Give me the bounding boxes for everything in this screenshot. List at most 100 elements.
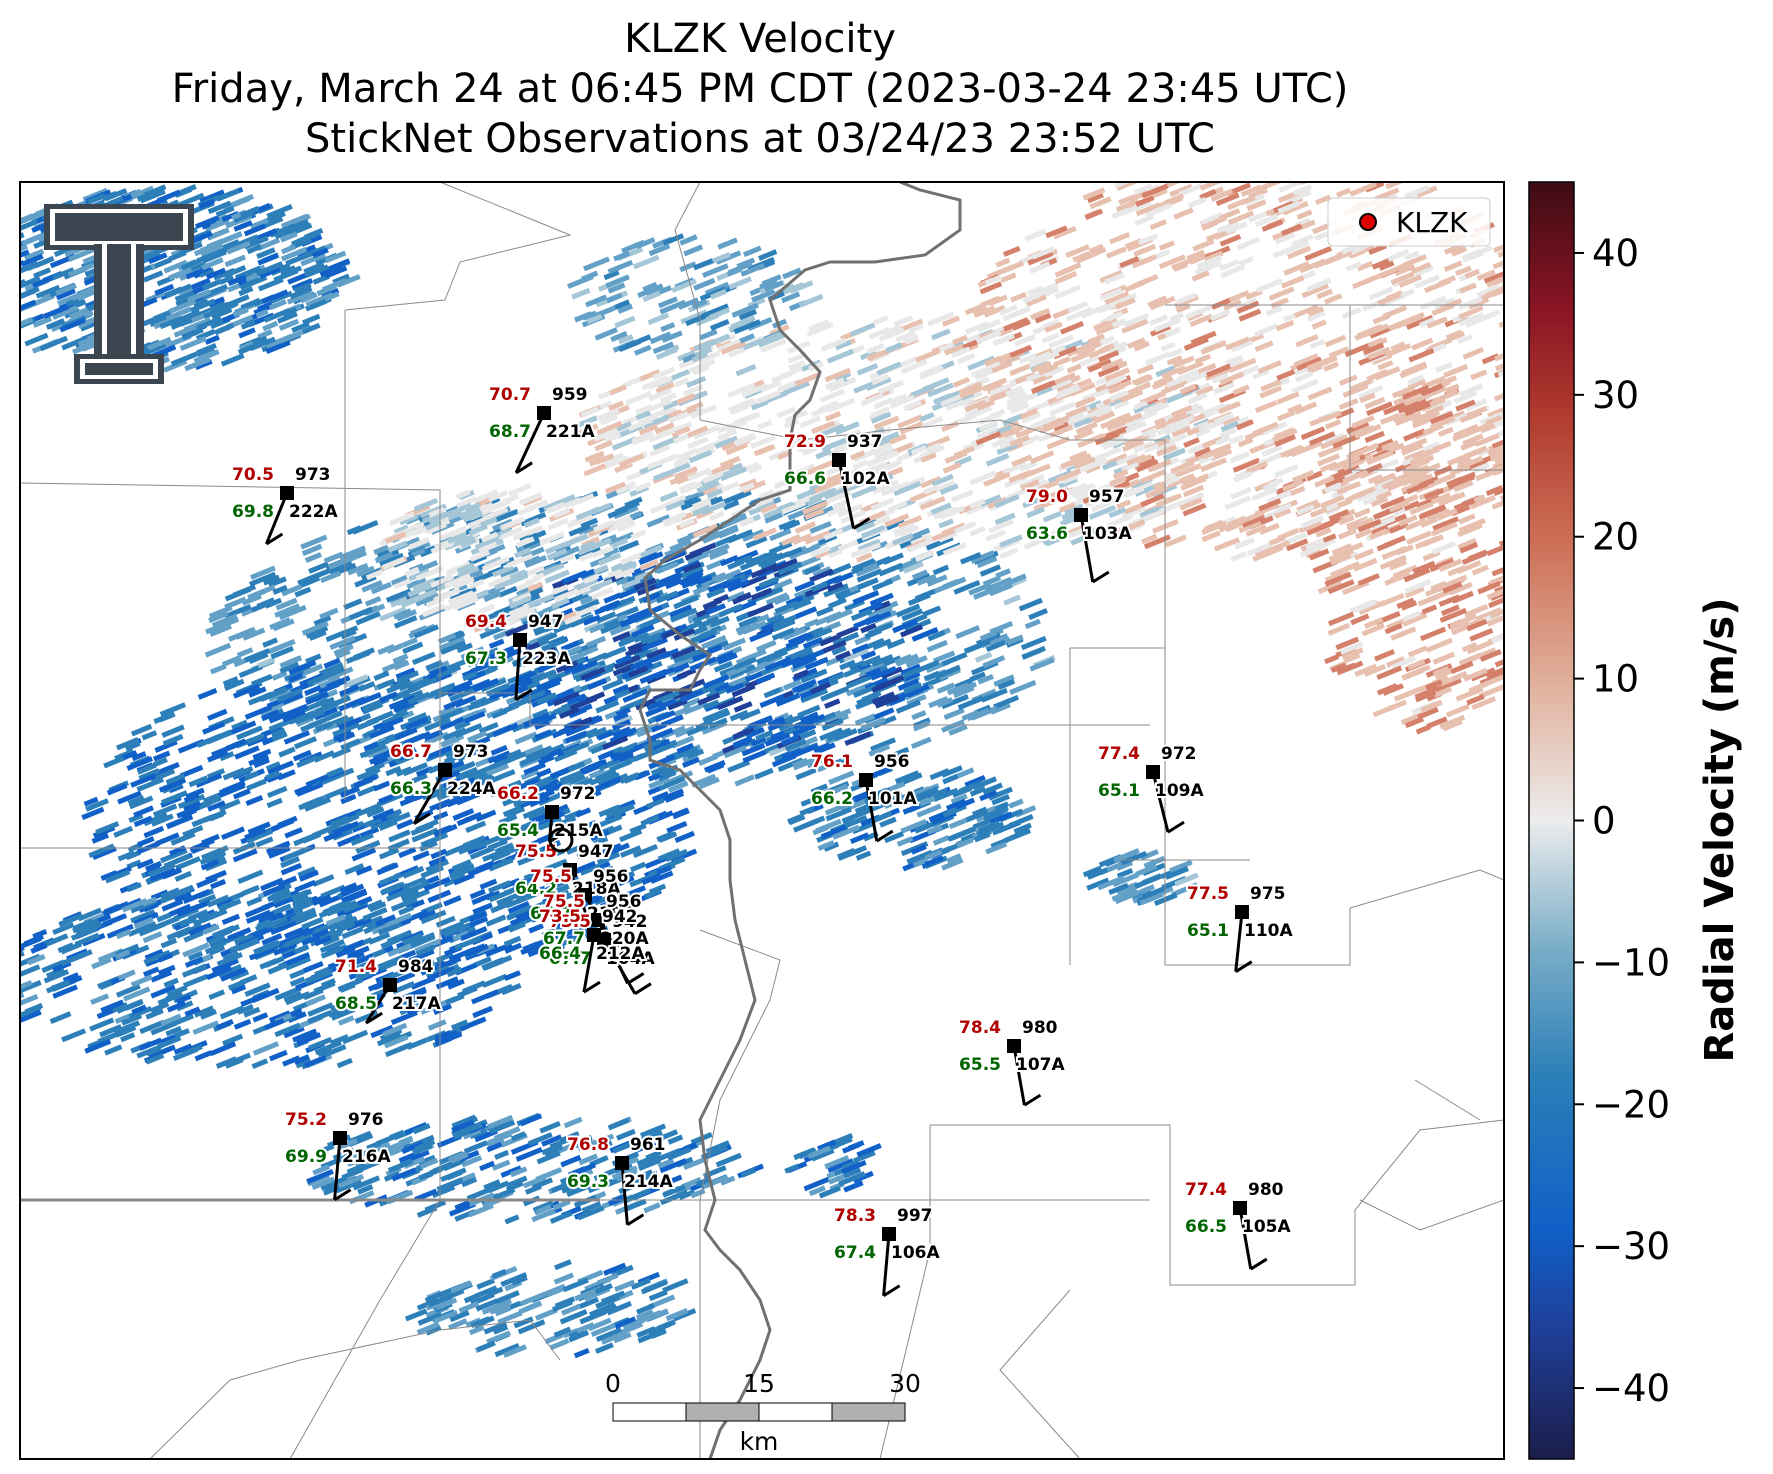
- radar-gate: [951, 489, 974, 503]
- radar-gate: [240, 992, 266, 1007]
- radar-gate: [755, 639, 777, 653]
- radar-gate: [1507, 503, 1531, 517]
- radar-gate: [633, 632, 650, 643]
- radar-gate: [226, 240, 251, 255]
- radar-gate: [1503, 338, 1504, 354]
- radar-gate: [524, 744, 544, 756]
- radar-gate: [184, 356, 211, 372]
- radar-gate: [894, 653, 913, 666]
- radar-gate: [20, 265, 31, 276]
- radar-gate: [523, 555, 541, 567]
- radar-gate: [338, 545, 367, 561]
- radar-gate: [312, 874, 335, 887]
- radar-gate: [327, 555, 355, 570]
- radar-gate: [669, 538, 692, 552]
- radar-gate: [411, 651, 436, 666]
- radar-gate: [257, 656, 276, 669]
- radar-gate: [0, 233, 5, 247]
- radar-gate: [856, 568, 883, 583]
- radar-gate: [104, 1044, 123, 1056]
- radar-gate: [1498, 314, 1504, 329]
- radar-gate: [227, 274, 247, 287]
- radar-gate: [1164, 164, 1192, 179]
- radar-gate: [32, 316, 53, 328]
- radar-gate: [1134, 274, 1159, 288]
- radar-gate: [317, 676, 342, 690]
- radar-gate: [833, 728, 858, 742]
- radar-gate: [969, 525, 986, 537]
- radar-gate: [803, 564, 821, 576]
- radar-gate: [931, 328, 951, 341]
- radar-gate: [280, 246, 308, 262]
- radar-gate: [238, 286, 254, 297]
- radar-gate: [20, 213, 34, 228]
- radar-gate: [927, 630, 946, 642]
- radar-gate: [1503, 311, 1504, 322]
- radar-gate: [209, 663, 227, 675]
- radar-gate: [1021, 645, 1046, 660]
- radar-gate: [165, 306, 193, 322]
- radar-gate: [514, 731, 538, 745]
- radar-gate: [257, 277, 284, 292]
- radar-gate: [21, 232, 47, 247]
- radar-gate: [496, 785, 521, 800]
- radar-gate: [454, 723, 483, 739]
- radar-gate: [281, 584, 303, 597]
- radar-gate: [809, 521, 832, 534]
- radar-gate: [303, 663, 324, 676]
- radar-gate: [671, 735, 695, 749]
- radar-gate: [795, 767, 817, 781]
- radar-gate: [735, 622, 752, 634]
- radar-gate: [594, 894, 613, 906]
- radar-gate: [1024, 228, 1047, 242]
- radar-gate: [420, 865, 445, 879]
- radar-gate: [713, 660, 733, 673]
- radar-gate: [136, 190, 157, 202]
- radar-gate: [198, 350, 215, 361]
- radar-gate: [417, 909, 436, 921]
- radar-gate: [274, 225, 299, 240]
- radar-gate: [701, 635, 727, 650]
- radar-gate: [1024, 618, 1041, 630]
- radar-gate: [1139, 468, 1167, 484]
- radar-gate: [938, 518, 954, 529]
- radar-gate: [410, 547, 427, 558]
- radar-gate: [941, 694, 969, 710]
- radar-gate: [953, 579, 981, 595]
- radar-gate: [595, 861, 611, 872]
- radar-gate: [0, 299, 13, 310]
- radar-gate: [754, 767, 774, 780]
- radar-gate: [1256, 278, 1283, 293]
- radar-gate: [238, 327, 256, 339]
- radar-gate: [1109, 232, 1131, 245]
- radar-gate: [233, 1018, 252, 1030]
- radar-gate: [221, 826, 246, 840]
- radar-gate: [294, 586, 312, 598]
- radar-gate: [192, 297, 209, 308]
- radar-gate: [683, 496, 700, 507]
- radar-gate: [568, 523, 591, 537]
- radar-gate: [449, 687, 475, 703]
- radar-gate: [1438, 275, 1457, 287]
- radar-gate: [911, 569, 929, 580]
- radar-gate: [259, 266, 281, 279]
- radar-gate: [206, 729, 233, 745]
- radar-gate: [390, 574, 408, 586]
- radar-gate: [646, 514, 671, 528]
- radar-gate: [993, 694, 1020, 710]
- radar-gate: [667, 780, 689, 793]
- radar-gate: [734, 774, 755, 787]
- radar-gate: [401, 637, 418, 648]
- radar-gate: [402, 762, 429, 777]
- radar-gate: [864, 628, 882, 640]
- radar-gate: [456, 642, 473, 654]
- radar-gate: [142, 270, 164, 283]
- radar-gate: [742, 529, 765, 542]
- radar-gate: [178, 192, 205, 208]
- radar-gate: [170, 351, 199, 367]
- radar-gate: [59, 317, 86, 333]
- radar-gate: [609, 384, 628, 396]
- radar-gate: [936, 697, 954, 708]
- radar-gate: [190, 230, 213, 244]
- radar-gate: [378, 793, 395, 805]
